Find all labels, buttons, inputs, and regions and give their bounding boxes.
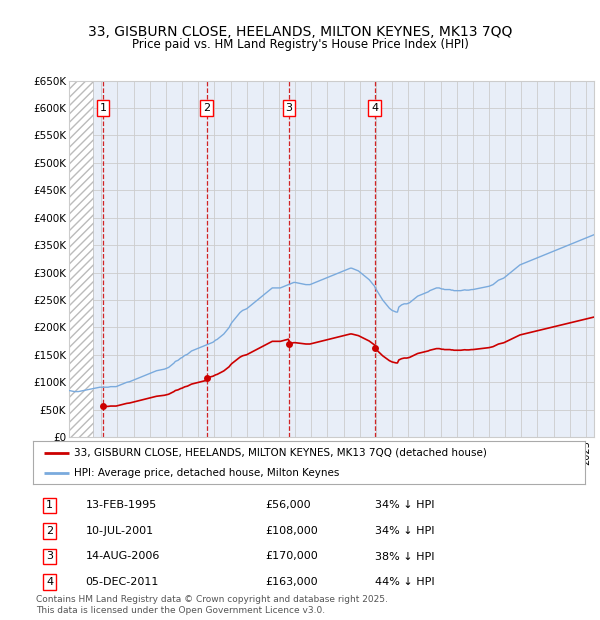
Text: £170,000: £170,000 xyxy=(265,551,317,562)
Text: 1: 1 xyxy=(100,103,107,113)
Text: 3: 3 xyxy=(286,103,293,113)
Text: 38% ↓ HPI: 38% ↓ HPI xyxy=(375,551,435,562)
Text: 4: 4 xyxy=(46,577,53,587)
Text: 4: 4 xyxy=(371,103,378,113)
Text: 05-DEC-2011: 05-DEC-2011 xyxy=(85,577,159,587)
Text: 14-AUG-2006: 14-AUG-2006 xyxy=(85,551,160,562)
Text: Contains HM Land Registry data © Crown copyright and database right 2025.
This d: Contains HM Land Registry data © Crown c… xyxy=(36,595,388,614)
Text: 34% ↓ HPI: 34% ↓ HPI xyxy=(375,500,435,510)
Text: 33, GISBURN CLOSE, HEELANDS, MILTON KEYNES, MK13 7QQ (detached house): 33, GISBURN CLOSE, HEELANDS, MILTON KEYN… xyxy=(74,448,487,458)
Text: 2: 2 xyxy=(46,526,53,536)
Text: 2: 2 xyxy=(203,103,210,113)
Text: £108,000: £108,000 xyxy=(265,526,317,536)
Text: 34% ↓ HPI: 34% ↓ HPI xyxy=(375,526,435,536)
Text: HPI: Average price, detached house, Milton Keynes: HPI: Average price, detached house, Milt… xyxy=(74,468,340,478)
Bar xyxy=(69,81,93,437)
Text: 3: 3 xyxy=(46,551,53,562)
Text: £56,000: £56,000 xyxy=(265,500,310,510)
Text: 13-FEB-1995: 13-FEB-1995 xyxy=(85,500,157,510)
Text: Price paid vs. HM Land Registry's House Price Index (HPI): Price paid vs. HM Land Registry's House … xyxy=(131,38,469,51)
Text: 1: 1 xyxy=(46,500,53,510)
Text: £163,000: £163,000 xyxy=(265,577,317,587)
Text: 10-JUL-2001: 10-JUL-2001 xyxy=(85,526,154,536)
Text: 33, GISBURN CLOSE, HEELANDS, MILTON KEYNES, MK13 7QQ: 33, GISBURN CLOSE, HEELANDS, MILTON KEYN… xyxy=(88,25,512,39)
Text: 44% ↓ HPI: 44% ↓ HPI xyxy=(375,577,435,587)
